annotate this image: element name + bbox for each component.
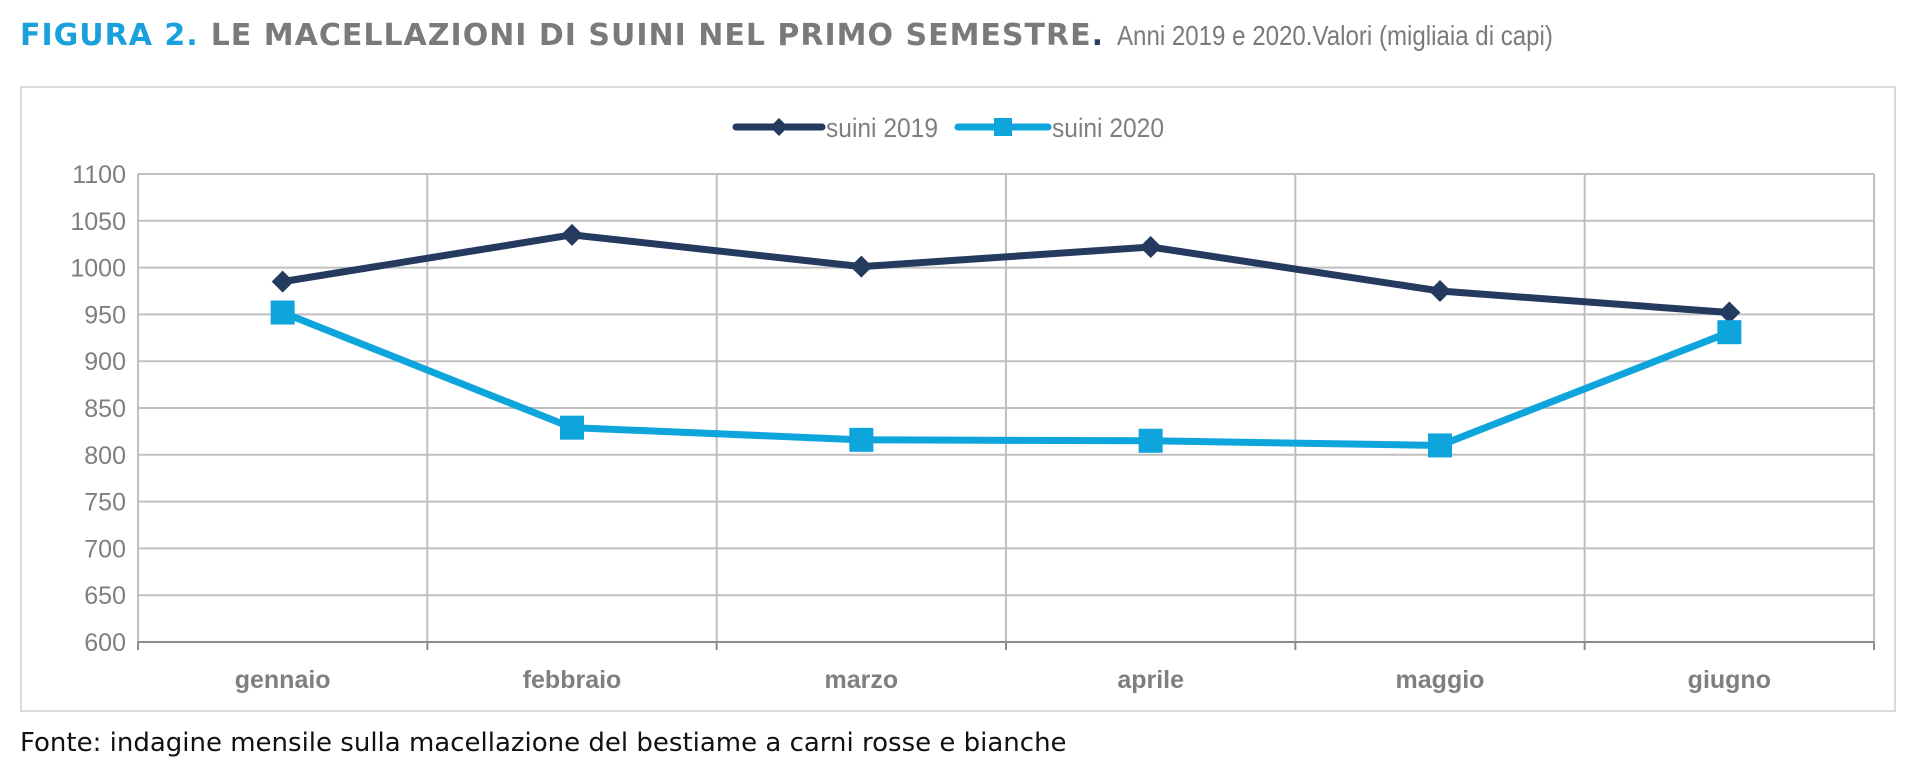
legend-label: suini 2020 bbox=[1052, 113, 1164, 143]
y-tick-label: 650 bbox=[84, 582, 126, 610]
y-tick-label: 950 bbox=[84, 301, 126, 329]
x-tick-label: aprile bbox=[1117, 666, 1184, 694]
y-tick-label: 750 bbox=[84, 489, 126, 517]
y-tick-label: 900 bbox=[84, 348, 126, 376]
legend-marker-square bbox=[994, 118, 1012, 136]
data-point-diamond bbox=[1139, 236, 1162, 259]
data-point-square bbox=[1138, 428, 1163, 453]
series-line bbox=[279, 309, 1733, 449]
data-point-diamond bbox=[1718, 301, 1741, 324]
y-tick-label: 850 bbox=[84, 395, 126, 423]
data-point-diamond bbox=[850, 255, 873, 278]
figure-label: FIGURA 2. bbox=[20, 18, 199, 53]
x-tick-label: maggio bbox=[1396, 666, 1485, 694]
legend-label: suini 2019 bbox=[826, 113, 938, 143]
data-point-diamond bbox=[271, 270, 294, 293]
legend-marker-diamond bbox=[770, 118, 788, 136]
figure-title-dot: . bbox=[1091, 18, 1103, 53]
y-tick-label: 1000 bbox=[70, 255, 126, 283]
y-tick-label: 600 bbox=[84, 629, 126, 657]
data-point-square bbox=[849, 427, 874, 452]
figure-title: LE MACELLAZIONI DI SUINI NEL PRIMO SEMES… bbox=[210, 18, 1092, 53]
x-tick-label: febbraio bbox=[523, 666, 622, 694]
x-tick-label: gennaio bbox=[235, 666, 331, 694]
source-note: Fonte: indagine mensile sulla macellazio… bbox=[20, 728, 1067, 758]
data-point-square bbox=[270, 300, 295, 325]
x-tick-label: giugno bbox=[1688, 666, 1771, 694]
data-point-diamond bbox=[1429, 280, 1451, 302]
y-tick-label: 700 bbox=[84, 535, 126, 563]
data-point-square bbox=[560, 415, 584, 440]
series-line bbox=[279, 231, 1733, 317]
y-tick-label: 1100 bbox=[72, 161, 126, 189]
figure-title-row: FIGURA 2. LE MACELLAZIONI DI SUINI NEL P… bbox=[20, 18, 1624, 62]
x-tick-label: marzo bbox=[825, 666, 899, 694]
data-point-diamond bbox=[561, 223, 583, 246]
y-tick-label: 1050 bbox=[70, 208, 126, 236]
line-chart: 600 650 700 750 800 850 900 950 1000 1050 1100 genn… bbox=[70, 113, 1875, 694]
data-point-square bbox=[1717, 320, 1742, 345]
y-tick-label: 800 bbox=[84, 442, 126, 470]
chart-frame: 600 650 700 750 800 850 900 950 1000 1050 1100 genn… bbox=[20, 86, 1896, 712]
figure-subtitle: Anni 2019 e 2020.Valori (migliaia di cap… bbox=[1116, 20, 1553, 51]
data-point-square bbox=[1428, 433, 1452, 458]
